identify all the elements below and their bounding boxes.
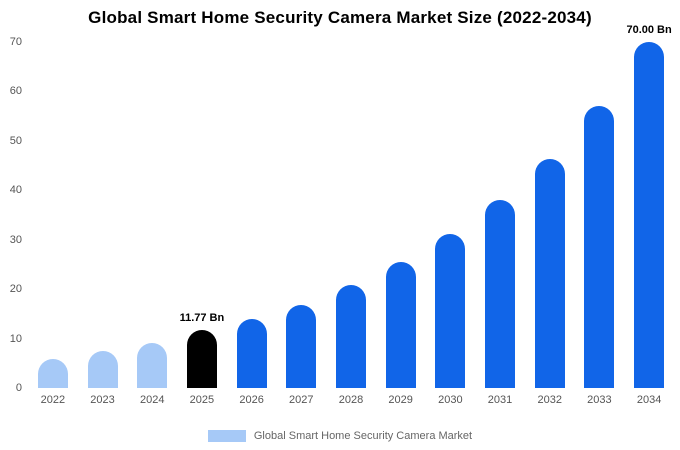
- x-tick-label-2026: 2026: [239, 394, 264, 406]
- x-tick-label-2022: 2022: [40, 394, 66, 406]
- bar-column-2026: [227, 42, 277, 388]
- plot-area: 11.77 Bn 70.00 Bn: [28, 24, 674, 388]
- bar-2026: [236, 318, 267, 388]
- bar-2025: [186, 329, 217, 388]
- y-tick-label: 70: [9, 36, 22, 48]
- x-tick-label-2025: 2025: [189, 394, 215, 406]
- bar-2024: [137, 343, 168, 388]
- bar-2022: [37, 358, 68, 388]
- bar-2033: [584, 106, 615, 388]
- bar-2032: [534, 158, 565, 388]
- x-tick-label-2024: 2024: [139, 394, 165, 406]
- bar-column-2028: [326, 42, 376, 388]
- x-tick-label-2033: 2033: [587, 394, 612, 406]
- y-axis: 0 10 20 30 40 50 60 70: [0, 36, 26, 394]
- x-axis: 2022 2023 2024 2025 2026 2027 2028 2029 2030 2031…: [28, 394, 674, 410]
- x-tick-label-2034: 2034: [636, 394, 662, 406]
- bar-column-2034: 70.00 Bn: [624, 24, 674, 388]
- legend: Global Smart Home Security Camera Market: [0, 430, 680, 442]
- bar-2030: [435, 233, 466, 388]
- bar-column-2022: [28, 42, 78, 388]
- x-tick-label-2028: 2028: [338, 394, 364, 406]
- bar-value-label-2025: 11.77 Bn: [179, 311, 225, 324]
- x-tick-label-2030: 2030: [438, 394, 463, 406]
- y-tick-label: 0: [15, 382, 22, 394]
- bar-2027: [286, 304, 317, 388]
- chart-title: Global Smart Home Security Camera Market…: [88, 8, 592, 27]
- bar-2031: [485, 200, 516, 388]
- bar-column-2033: [575, 42, 625, 388]
- bar-column-2024: [127, 42, 177, 388]
- y-tick-label: 50: [9, 134, 22, 147]
- bar-2029: [385, 261, 416, 388]
- bar-value-label-2034: 70.00 Bn: [626, 24, 672, 36]
- bar-column-2027: [276, 42, 326, 388]
- bar-column-2025: 11.77 Bn: [177, 42, 227, 388]
- x-tick-label-2027: 2027: [289, 394, 314, 406]
- bar-column-2030: [426, 42, 476, 388]
- bar-2028: [335, 285, 366, 388]
- x-tick-label-2031: 2031: [487, 394, 513, 406]
- bar-column-2029: [376, 42, 426, 388]
- bar-column-2032: [525, 42, 575, 388]
- bar-2034: [634, 42, 665, 388]
- bar-2023: [87, 351, 118, 388]
- x-tick-label-2032: 2032: [537, 394, 562, 406]
- legend-label: Global Smart Home Security Camera Market: [253, 430, 473, 442]
- bar-column-2031: [475, 42, 525, 388]
- y-tick-label: 10: [9, 332, 22, 345]
- x-tick-label-2023: 2023: [90, 394, 115, 406]
- bar-column-2023: [78, 42, 128, 388]
- x-tick-label-2029: 2029: [388, 394, 413, 406]
- y-tick-label: 60: [9, 85, 22, 98]
- legend-swatch: [207, 430, 246, 442]
- y-tick-label: 20: [9, 283, 22, 296]
- y-tick-label: 40: [9, 184, 22, 197]
- y-tick-label: 30: [9, 233, 22, 246]
